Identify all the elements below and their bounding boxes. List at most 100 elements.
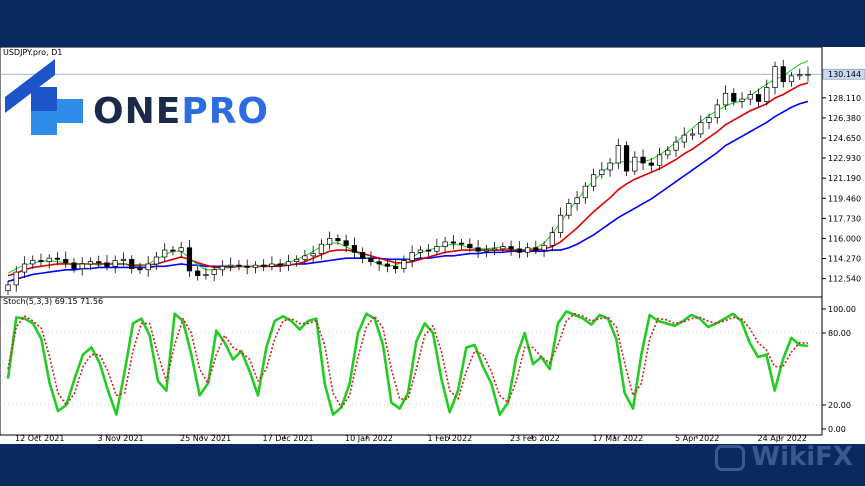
candle-body	[96, 261, 102, 264]
candle-body	[541, 245, 547, 251]
candle-body	[236, 264, 242, 267]
candle-body	[475, 247, 481, 252]
candle-body	[318, 243, 325, 254]
candle-body	[681, 134, 687, 143]
candle-body	[360, 252, 366, 259]
candle-body	[442, 241, 448, 247]
candle-body	[665, 149, 671, 156]
candle-body	[656, 154, 663, 166]
candle-body	[714, 104, 720, 119]
candle-body	[54, 257, 61, 260]
candle-body	[178, 247, 184, 252]
candle-body	[409, 252, 415, 261]
price-tick-label: 117.730	[828, 214, 861, 223]
candle-body	[162, 249, 168, 258]
candle-body	[343, 240, 349, 246]
candle-body	[491, 248, 498, 251]
price-tick-label: 126.380	[828, 114, 861, 123]
candle-body	[71, 262, 77, 269]
onepro-logo: ONEPRO	[5, 59, 268, 139]
last-price-box	[822, 68, 865, 80]
candle-body	[764, 87, 770, 102]
candle-body	[335, 238, 341, 242]
price-tick-label: 121.190	[828, 174, 861, 183]
stochastic-label: Stoch(5,3,3) 69.15 71.56	[3, 297, 104, 306]
candle-body	[780, 66, 786, 83]
candle-body	[640, 156, 646, 164]
candle-body	[623, 145, 630, 172]
x-axis-label: 5 Apr 2022	[675, 434, 719, 443]
candle-body	[607, 162, 613, 171]
candle-body	[698, 121, 704, 135]
candle-body	[21, 263, 28, 273]
x-axis-label: 12 Oct 2021	[15, 434, 64, 443]
candle-body	[524, 247, 531, 253]
candle-body	[739, 98, 745, 102]
candle-body	[129, 258, 135, 269]
stochastic-panel-border	[0, 296, 823, 436]
candle-body	[310, 253, 316, 257]
candle-body	[516, 248, 522, 253]
candle-body	[788, 75, 795, 83]
candle-body	[747, 94, 753, 100]
candle-body	[731, 92, 737, 102]
candle-body	[195, 270, 201, 276]
price-tick-label: 122.930	[828, 154, 861, 163]
candle-body	[46, 257, 52, 263]
candle-body	[673, 141, 679, 151]
candle-body	[104, 262, 110, 267]
candle-body	[722, 92, 729, 106]
candle-body	[549, 232, 555, 246]
price-tick-label: 114.270	[828, 255, 861, 264]
candle-body	[228, 264, 234, 267]
candle-body	[153, 256, 160, 265]
candle-body	[285, 261, 292, 266]
x-axis-label: 24 Apr 2022	[758, 434, 807, 443]
onepro-logo-icon	[5, 59, 83, 135]
candle-body	[13, 271, 19, 286]
candle-body	[244, 265, 250, 268]
candle-body	[615, 145, 621, 164]
price-tick-label: 112.540	[828, 275, 861, 284]
candle-body	[137, 268, 143, 271]
candle-body	[689, 133, 696, 136]
candle-body	[112, 260, 118, 267]
candle-body	[557, 214, 564, 233]
candle-body	[483, 249, 489, 252]
candle-body	[5, 284, 11, 292]
price-tick-label: 130.144	[828, 70, 861, 79]
candle-body	[145, 263, 151, 271]
candle-body	[63, 258, 69, 264]
moving-average-line	[7, 82, 809, 277]
price-tick-label: 116.000	[828, 234, 861, 243]
candle-body	[500, 246, 506, 250]
candle-body	[599, 169, 605, 175]
price-tick-label: 124.650	[828, 134, 861, 143]
price-chart: 130.144 128.110 126.380 124.650 122.930 121.1…	[0, 47, 865, 443]
candle-body	[294, 258, 300, 263]
chart-frame: 130.144 128.110 126.380 124.650 122.930 121.1…	[0, 47, 865, 444]
x-axis-label: 1 Feb 2022	[428, 434, 473, 443]
symbol-label: USDJPY.pro, D1	[3, 48, 63, 57]
candle-body	[186, 247, 193, 272]
candle-body	[302, 255, 308, 260]
stochastic-tick-label: 20.00	[828, 401, 851, 410]
candle-body	[120, 258, 127, 261]
candle-body	[755, 94, 762, 102]
candle-body	[38, 260, 44, 263]
x-axis-label: 10 Jan 2022	[345, 434, 393, 443]
candle-body	[351, 245, 358, 253]
stochastic-tick-label: 80.00	[828, 329, 851, 338]
candle-body	[797, 74, 803, 77]
logo-text-one: ONE	[93, 91, 182, 132]
candle-body	[417, 249, 423, 253]
x-axis-label: 25 Nov 2021	[180, 434, 231, 443]
candle-body	[269, 263, 275, 267]
stochastic-signal-line	[7, 312, 809, 409]
candle-body	[327, 238, 333, 245]
wikifx-watermark: WikiFX	[715, 442, 853, 472]
candle-body	[384, 263, 390, 267]
candle-body	[648, 162, 654, 166]
candle-body	[434, 246, 440, 252]
candle-body	[508, 246, 514, 250]
